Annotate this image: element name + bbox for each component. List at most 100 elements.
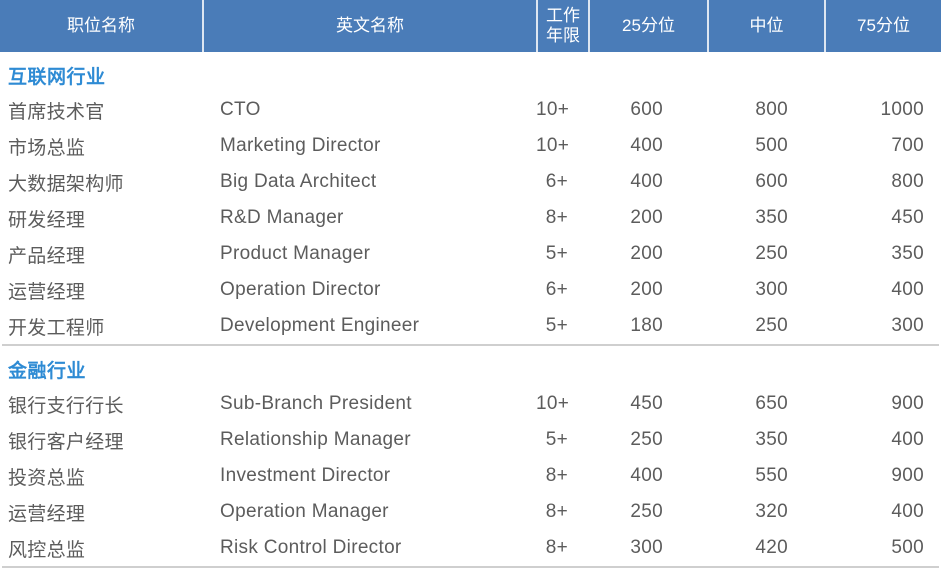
cell-position-name: 运营经理 — [8, 503, 86, 525]
cell-english-name: Operation Director — [220, 279, 381, 300]
cell-75th-percentile: 300 — [891, 315, 924, 336]
section-title: 金融行业 — [8, 360, 87, 382]
cell-25th-percentile: 450 — [630, 393, 663, 414]
cell-25th-percentile: 180 — [630, 315, 663, 336]
column-header-25th-percentile: 25分位 — [588, 0, 707, 52]
table-row: 产品经理 Product Manager 5+ 200 250 350 — [0, 236, 941, 272]
section-title: 互联网行业 — [8, 66, 106, 88]
cell-english-name: R&D Manager — [220, 207, 344, 228]
cell-english-name: CTO — [220, 99, 261, 120]
cell-english-name: Marketing Director — [220, 135, 381, 156]
cell-english-name: Operation Manager — [220, 501, 389, 522]
cell-median: 800 — [755, 99, 788, 120]
cell-work-years: 5+ — [545, 429, 568, 450]
table-row: 大数据架构师 Big Data Architect 6+ 400 600 800 — [0, 164, 941, 200]
cell-median: 320 — [755, 501, 788, 522]
cell-75th-percentile: 400 — [891, 501, 924, 522]
cell-position-name: 银行支行行长 — [8, 395, 124, 417]
table-row: 投资总监 Investment Director 8+ 400 550 900 — [0, 458, 941, 494]
cell-english-name: Risk Control Director — [220, 537, 402, 558]
cell-work-years: 8+ — [545, 501, 568, 522]
table-row: 研发经理 R&D Manager 8+ 200 350 450 — [0, 200, 941, 236]
cell-25th-percentile: 250 — [630, 501, 663, 522]
cell-25th-percentile: 200 — [630, 279, 663, 300]
cell-median: 600 — [755, 171, 788, 192]
cell-work-years: 10+ — [536, 99, 570, 120]
table-header-row: 职位名称 英文名称 工作年限 25分位 中位 75分位 — [0, 0, 941, 52]
industry-section: 互联网行业 首席技术官 CTO 10+ 600 800 1000 市场总监 Ma… — [0, 52, 941, 346]
cell-25th-percentile: 250 — [630, 429, 663, 450]
cell-25th-percentile: 200 — [630, 207, 663, 228]
cell-english-name: Big Data Architect — [220, 171, 377, 192]
cell-english-name: Relationship Manager — [220, 429, 411, 450]
cell-position-name: 大数据架构师 — [8, 173, 124, 195]
cell-work-years: 8+ — [545, 465, 568, 486]
cell-position-name: 开发工程师 — [8, 317, 105, 339]
cell-work-years: 8+ — [545, 207, 568, 228]
cell-work-years: 6+ — [545, 279, 568, 300]
column-header-position-name: 职位名称 — [67, 15, 135, 35]
cell-median: 350 — [755, 207, 788, 228]
cell-75th-percentile: 400 — [891, 279, 924, 300]
cell-25th-percentile: 400 — [630, 465, 663, 486]
cell-position-name: 市场总监 — [8, 137, 86, 159]
table-row: 运营经理 Operation Director 6+ 200 300 400 — [0, 272, 941, 308]
cell-work-years: 10+ — [536, 393, 570, 414]
cell-english-name: Sub-Branch President — [220, 393, 412, 414]
table-row: 运营经理 Operation Manager 8+ 250 320 400 — [0, 494, 941, 530]
table-row: 风控总监 Risk Control Director 8+ 300 420 50… — [0, 530, 941, 566]
section-rows: 首席技术官 CTO 10+ 600 800 1000 市场总监 Marketin… — [0, 92, 941, 344]
column-header-work-years: 工作年限 — [536, 0, 588, 52]
cell-english-name: Product Manager — [220, 243, 371, 264]
cell-position-name: 投资总监 — [8, 467, 86, 489]
cell-75th-percentile: 350 — [891, 243, 924, 264]
cell-median: 300 — [755, 279, 788, 300]
column-header-english-name: 英文名称 — [202, 0, 536, 52]
industry-section: 金融行业 银行支行行长 Sub-Branch President 10+ 450… — [0, 346, 941, 568]
cell-median: 650 — [755, 393, 788, 414]
table-row: 银行客户经理 Relationship Manager 5+ 250 350 4… — [0, 422, 941, 458]
cell-median: 500 — [755, 135, 788, 156]
cell-75th-percentile: 450 — [891, 207, 924, 228]
cell-25th-percentile: 200 — [630, 243, 663, 264]
table-row: 银行支行行长 Sub-Branch President 10+ 450 650 … — [0, 386, 941, 422]
cell-25th-percentile: 400 — [630, 171, 663, 192]
cell-position-name: 银行客户经理 — [8, 431, 124, 453]
cell-median: 250 — [755, 315, 788, 336]
cell-position-name: 研发经理 — [8, 209, 86, 231]
cell-75th-percentile: 500 — [891, 537, 924, 558]
table-row: 市场总监 Marketing Director 10+ 400 500 700 — [0, 128, 941, 164]
cell-position-name: 风控总监 — [8, 539, 86, 561]
cell-work-years: 5+ — [545, 243, 568, 264]
section-divider-line — [2, 566, 939, 568]
table-row: 开发工程师 Development Engineer 5+ 180 250 30… — [0, 308, 941, 344]
cell-75th-percentile: 800 — [891, 171, 924, 192]
cell-25th-percentile: 400 — [630, 135, 663, 156]
table-body: 互联网行业 首席技术官 CTO 10+ 600 800 1000 市场总监 Ma… — [0, 52, 941, 568]
cell-median: 250 — [755, 243, 788, 264]
cell-25th-percentile: 600 — [630, 99, 663, 120]
cell-median: 350 — [755, 429, 788, 450]
cell-work-years: 10+ — [536, 135, 570, 156]
cell-75th-percentile: 900 — [891, 393, 924, 414]
cell-work-years: 5+ — [545, 315, 568, 336]
cell-25th-percentile: 300 — [630, 537, 663, 558]
cell-median: 420 — [755, 537, 788, 558]
section-divider-line — [2, 344, 939, 346]
cell-english-name: Development Engineer — [220, 315, 420, 336]
column-header-median: 中位 — [707, 0, 824, 52]
table-row: 首席技术官 CTO 10+ 600 800 1000 — [0, 92, 941, 128]
cell-75th-percentile: 700 — [891, 135, 924, 156]
cell-work-years: 6+ — [545, 171, 568, 192]
cell-median: 550 — [755, 465, 788, 486]
cell-75th-percentile: 400 — [891, 429, 924, 450]
cell-position-name: 首席技术官 — [8, 101, 105, 123]
cell-english-name: Investment Director — [220, 465, 391, 486]
cell-position-name: 产品经理 — [8, 245, 86, 267]
section-rows: 银行支行行长 Sub-Branch President 10+ 450 650 … — [0, 386, 941, 566]
column-header-75th-percentile: 75分位 — [824, 0, 941, 52]
cell-position-name: 运营经理 — [8, 281, 86, 303]
cell-work-years: 8+ — [545, 537, 568, 558]
cell-75th-percentile: 1000 — [880, 99, 924, 120]
